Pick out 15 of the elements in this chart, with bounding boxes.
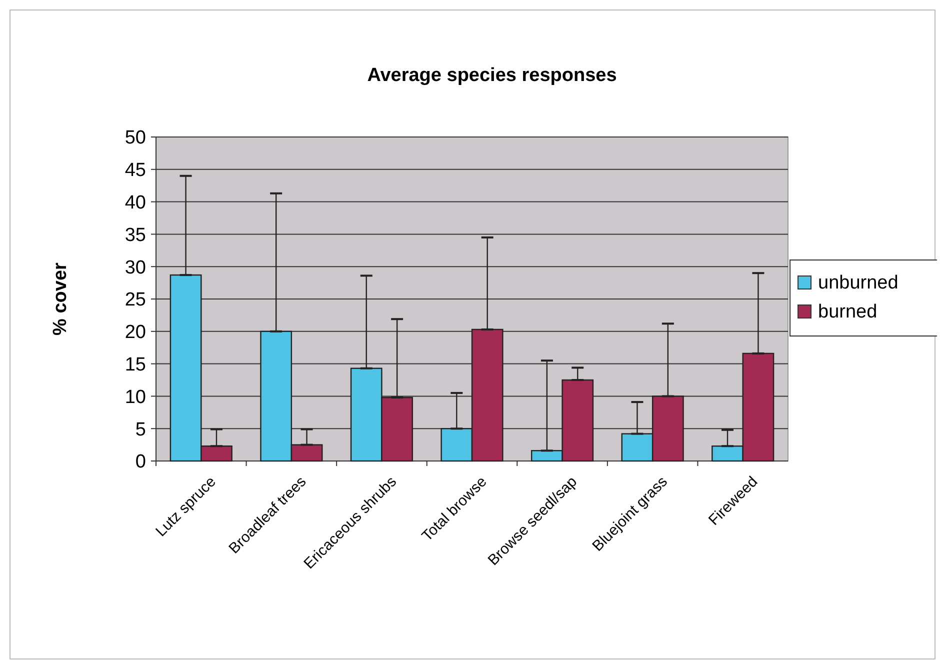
y-tick-label: 30 [124,257,146,278]
y-tick-label: 45 [124,160,146,182]
y-tick-label: 50 [124,128,146,149]
y-tick-label: 20 [124,322,146,344]
legend-label: unburned [818,272,898,294]
y-tick-label: 15 [124,354,146,376]
y-tick-label: 35 [124,224,146,246]
y-tick-label: 10 [124,386,146,408]
y-tick-label: 25 [124,290,146,311]
y-tick-label: 5 [135,419,146,440]
chart-title: Average species responses [367,65,617,86]
y-tick-label: 40 [124,192,146,214]
legend-label: burned [818,302,878,323]
y-tick-label: 0 [135,452,146,473]
y-axis-title: % cover [50,262,71,336]
